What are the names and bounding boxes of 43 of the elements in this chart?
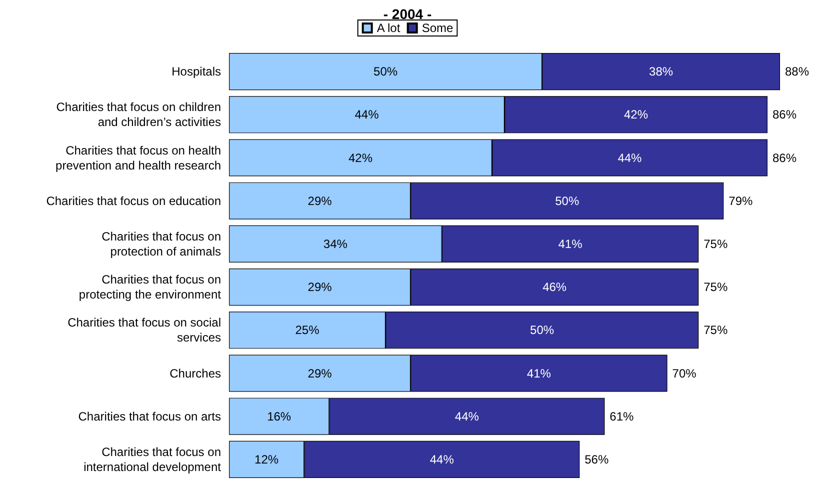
- data-label: 50%: [530, 323, 554, 338]
- total-label: 86%: [772, 150, 797, 165]
- y-tick-label: Hospitals: [172, 64, 221, 79]
- data-label: 29%: [308, 280, 332, 294]
- data-label: 16%: [267, 409, 292, 424]
- data-label: 25%: [295, 323, 320, 338]
- data-label: 50%: [555, 194, 580, 208]
- data-label: 42%: [624, 108, 648, 122]
- data-label: 29%: [308, 194, 332, 208]
- y-tick-label: Churches: [170, 366, 221, 380]
- data-label: 41%: [526, 366, 552, 380]
- total-label: 61%: [610, 409, 634, 424]
- legend-label: Some: [422, 21, 454, 35]
- data-label: 44%: [618, 150, 642, 165]
- y-tick-label: Charities that focus on health prevention and health research: [56, 143, 221, 172]
- total-label: 75%: [704, 236, 728, 251]
- chart-title: - 2004 -: [383, 6, 432, 22]
- y-tick-label: Charities that focus on children and children’s activities: [56, 100, 221, 130]
- y-tick-label: Charities that focus on protection of animals: [102, 229, 221, 258]
- total-label: 56%: [584, 452, 609, 466]
- data-label: 44%: [454, 409, 480, 424]
- total-label: 70%: [672, 366, 697, 380]
- total-label: 75%: [704, 280, 728, 294]
- y-tick-label: Charities that focus on social services: [68, 316, 221, 345]
- y-tick-label: Charities that focus on international development: [84, 444, 222, 474]
- data-label: 44%: [354, 108, 380, 122]
- total-label: 88%: [785, 64, 810, 79]
- data-label: 44%: [430, 452, 454, 466]
- data-label: 42%: [348, 150, 373, 165]
- y-tick-label: Charities that focus on protecting the environment: [78, 272, 222, 302]
- total-label: 75%: [704, 323, 728, 338]
- data-label: 12%: [254, 452, 279, 466]
- data-label: 50%: [374, 64, 398, 79]
- data-label: 29%: [308, 366, 332, 380]
- y-tick-label: Charities that focus on arts: [78, 409, 221, 424]
- data-label: 38%: [649, 64, 674, 79]
- data-label: 34%: [323, 236, 348, 251]
- data-label: 41%: [558, 236, 583, 251]
- data-label: 46%: [542, 280, 567, 294]
- y-tick-label: Charities that focus on education: [46, 194, 221, 208]
- total-label: 86%: [772, 108, 797, 122]
- total-label: 79%: [728, 194, 753, 208]
- legend-label: A lot: [376, 21, 401, 35]
